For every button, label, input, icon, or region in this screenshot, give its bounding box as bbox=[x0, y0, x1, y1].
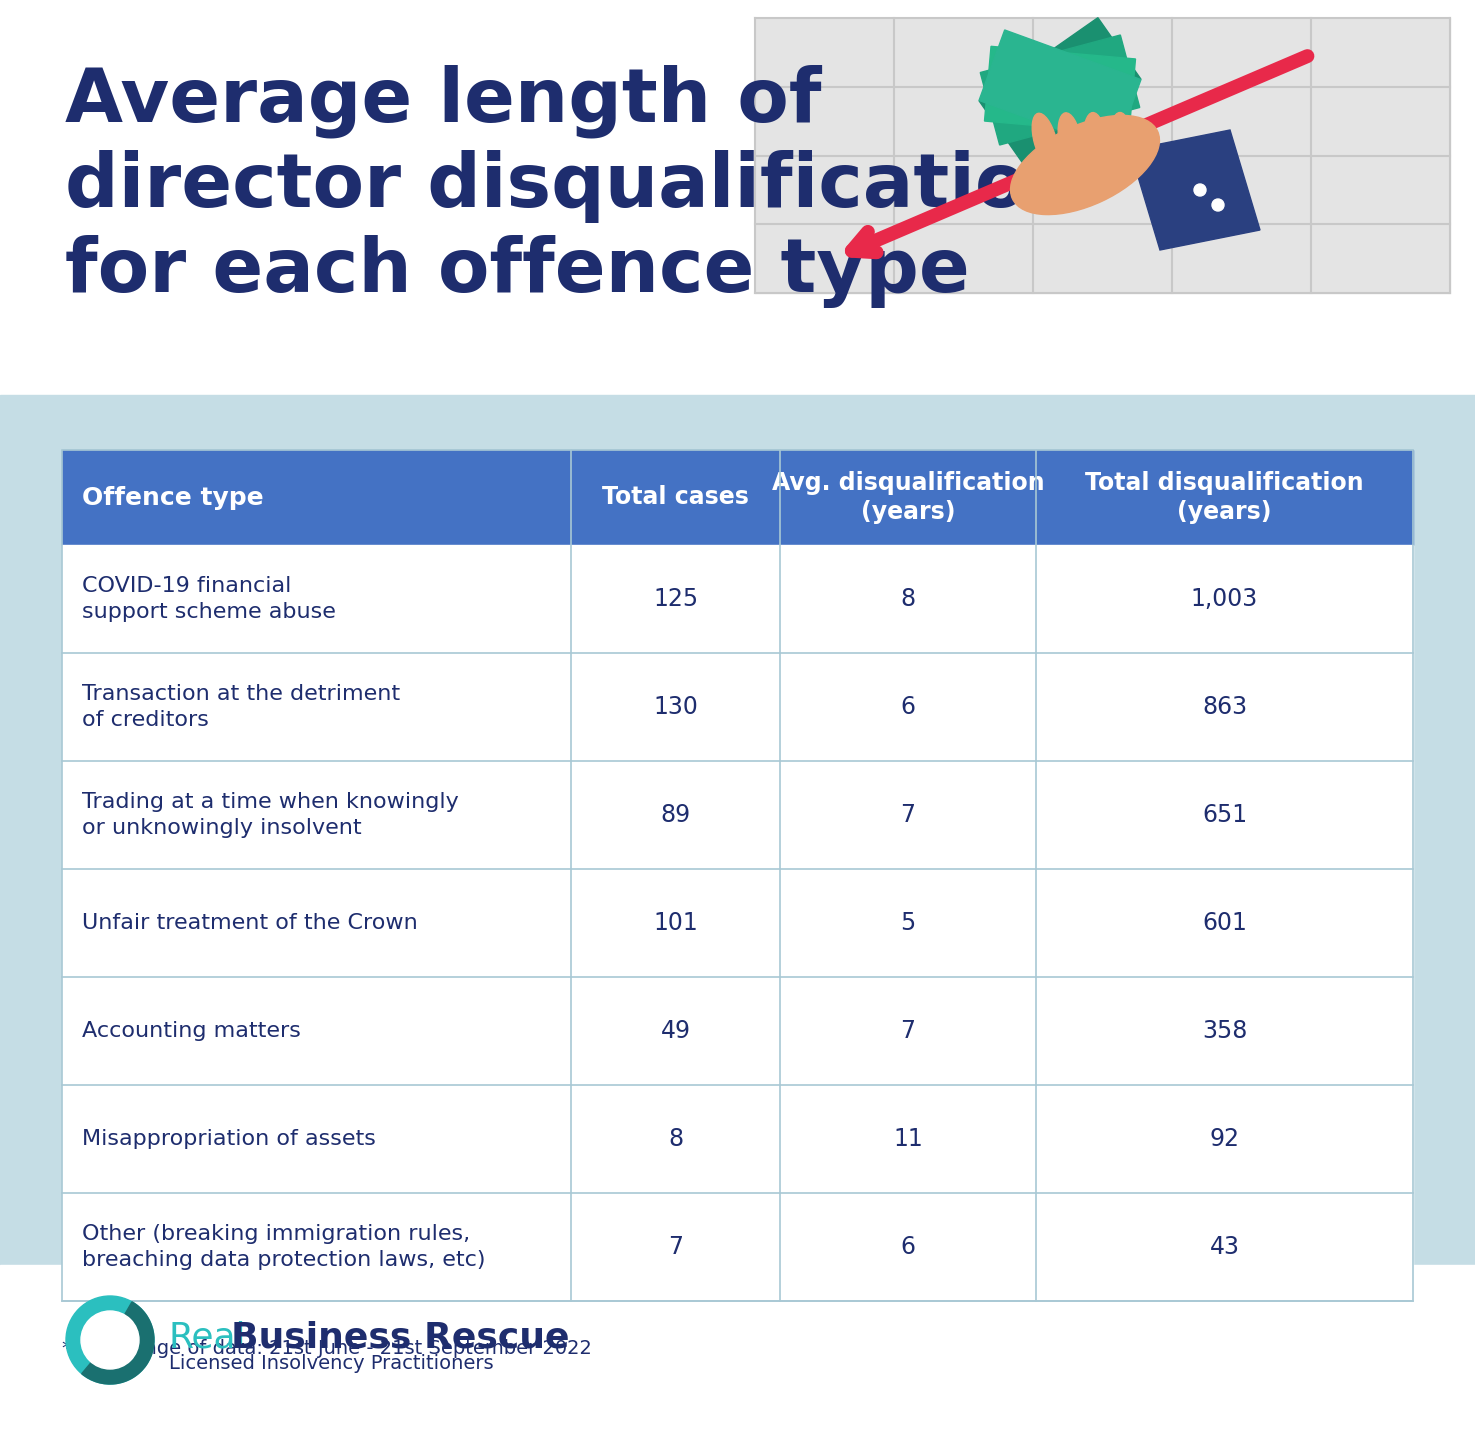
Text: 92: 92 bbox=[1210, 1128, 1239, 1151]
Bar bbox=[0, 0, 1475, 395]
Polygon shape bbox=[984, 46, 1136, 134]
Bar bbox=[1035, 869, 1413, 976]
Text: 89: 89 bbox=[661, 804, 690, 827]
Polygon shape bbox=[1130, 129, 1260, 250]
Text: Other (breaking immigration rules,
breaching data protection laws, etc): Other (breaking immigration rules, breac… bbox=[83, 1225, 485, 1270]
Bar bbox=[780, 450, 1035, 545]
Text: Avg. disqualification
(years): Avg. disqualification (years) bbox=[771, 471, 1044, 525]
Text: *Date range of data: 21st June - 21st September 2022: *Date range of data: 21st June - 21st Se… bbox=[62, 1340, 591, 1359]
Bar bbox=[571, 976, 780, 1085]
Text: director disqualification: director disqualification bbox=[65, 150, 1080, 222]
Bar bbox=[1035, 976, 1413, 1085]
Circle shape bbox=[66, 1296, 153, 1385]
Text: Real: Real bbox=[170, 1319, 246, 1354]
Bar bbox=[571, 869, 780, 976]
Bar bbox=[0, 1266, 1475, 1453]
Text: 7: 7 bbox=[668, 1235, 683, 1258]
Circle shape bbox=[1212, 199, 1224, 211]
Bar bbox=[62, 450, 1413, 1300]
Bar bbox=[780, 869, 1035, 976]
Bar bbox=[62, 761, 571, 869]
Text: Accounting matters: Accounting matters bbox=[83, 1021, 301, 1040]
Text: 863: 863 bbox=[1202, 695, 1246, 719]
Bar bbox=[62, 545, 571, 652]
Bar bbox=[1035, 545, 1413, 652]
Text: Trading at a time when knowingly
or unknowingly insolvent: Trading at a time when knowingly or unkn… bbox=[83, 792, 459, 838]
Text: 49: 49 bbox=[661, 1019, 690, 1043]
Text: COVID-19 financial
support scheme abuse: COVID-19 financial support scheme abuse bbox=[83, 577, 336, 622]
Ellipse shape bbox=[1058, 113, 1081, 167]
Bar bbox=[571, 1085, 780, 1193]
Text: Misappropriation of assets: Misappropriation of assets bbox=[83, 1129, 376, 1149]
Bar bbox=[571, 652, 780, 761]
Bar bbox=[571, 1193, 780, 1300]
Text: 7: 7 bbox=[901, 804, 916, 827]
Text: 125: 125 bbox=[653, 587, 698, 612]
Bar bbox=[62, 450, 571, 545]
Polygon shape bbox=[979, 17, 1140, 163]
Bar bbox=[62, 1085, 571, 1193]
Text: 43: 43 bbox=[1210, 1235, 1239, 1258]
Bar bbox=[1035, 761, 1413, 869]
Text: Total disqualification
(years): Total disqualification (years) bbox=[1086, 471, 1364, 525]
Bar bbox=[0, 395, 1475, 1266]
Polygon shape bbox=[981, 35, 1140, 145]
Bar bbox=[1035, 1085, 1413, 1193]
Bar bbox=[62, 976, 571, 1085]
Bar bbox=[62, 869, 571, 976]
Text: Average length of: Average length of bbox=[65, 65, 822, 138]
Text: 101: 101 bbox=[653, 911, 698, 934]
Bar bbox=[780, 652, 1035, 761]
Text: 6: 6 bbox=[901, 695, 916, 719]
Ellipse shape bbox=[1010, 115, 1159, 215]
Text: 5: 5 bbox=[900, 911, 916, 934]
Bar bbox=[62, 1193, 571, 1300]
Bar bbox=[571, 450, 780, 545]
Text: Offence type: Offence type bbox=[83, 485, 264, 510]
Ellipse shape bbox=[1032, 113, 1058, 167]
Bar bbox=[571, 761, 780, 869]
Text: 651: 651 bbox=[1202, 804, 1246, 827]
Wedge shape bbox=[81, 1302, 153, 1385]
Text: 11: 11 bbox=[894, 1128, 923, 1151]
Bar bbox=[62, 652, 571, 761]
Text: 8: 8 bbox=[668, 1128, 683, 1151]
Bar bbox=[1035, 450, 1413, 545]
Bar bbox=[780, 976, 1035, 1085]
Bar bbox=[1035, 652, 1413, 761]
Text: 7: 7 bbox=[901, 1019, 916, 1043]
Text: Unfair treatment of the Crown: Unfair treatment of the Crown bbox=[83, 912, 417, 933]
Text: 6: 6 bbox=[901, 1235, 916, 1258]
Polygon shape bbox=[979, 31, 1142, 150]
Bar bbox=[780, 545, 1035, 652]
Text: Business Rescue: Business Rescue bbox=[232, 1319, 569, 1354]
Text: for each offence type: for each offence type bbox=[65, 235, 969, 308]
Text: 130: 130 bbox=[653, 695, 698, 719]
Bar bbox=[755, 17, 1450, 294]
Circle shape bbox=[1193, 185, 1207, 196]
Text: 358: 358 bbox=[1202, 1019, 1248, 1043]
Bar bbox=[1035, 1193, 1413, 1300]
Bar bbox=[780, 761, 1035, 869]
Text: 601: 601 bbox=[1202, 911, 1246, 934]
Text: 8: 8 bbox=[900, 587, 916, 612]
Bar bbox=[780, 1193, 1035, 1300]
Bar bbox=[571, 545, 780, 652]
Text: Transaction at the detriment
of creditors: Transaction at the detriment of creditor… bbox=[83, 684, 400, 729]
Bar bbox=[780, 1085, 1035, 1193]
Text: 1,003: 1,003 bbox=[1190, 587, 1258, 612]
Ellipse shape bbox=[1109, 112, 1131, 167]
Text: Licensed Insolvency Practitioners: Licensed Insolvency Practitioners bbox=[170, 1354, 494, 1373]
Ellipse shape bbox=[1084, 112, 1106, 167]
Circle shape bbox=[81, 1311, 139, 1369]
Text: Total cases: Total cases bbox=[602, 485, 749, 510]
